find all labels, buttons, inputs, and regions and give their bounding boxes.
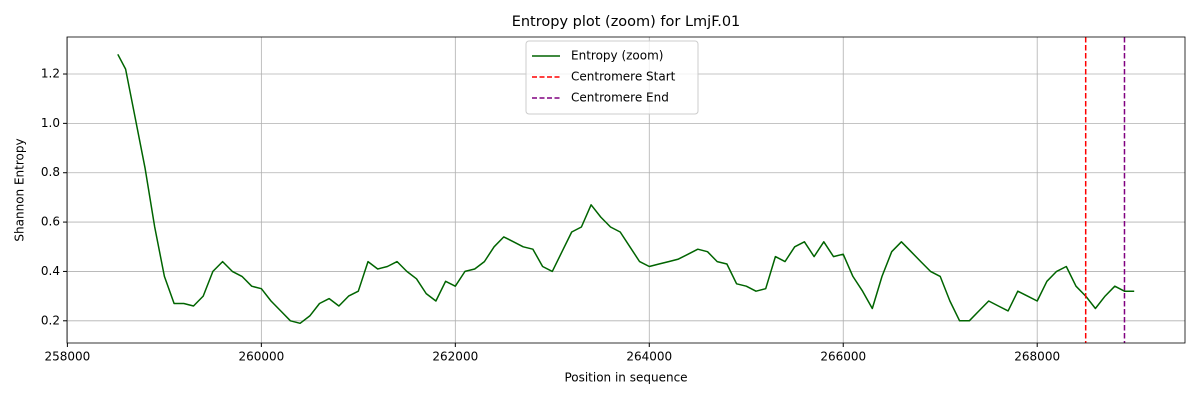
x-tick-label: 258000	[44, 350, 90, 364]
legend: Entropy (zoom) Centromere Start Centromere…	[525, 40, 699, 115]
x-tick-label: 268000	[1014, 350, 1060, 364]
y-tick-label: 1.0	[41, 116, 60, 130]
legend-label: Centromere Start	[571, 70, 676, 84]
y-tick-label: 0.8	[41, 165, 60, 179]
x-tick-label: 264000	[626, 350, 672, 364]
y-tick-label: 0.2	[41, 313, 60, 327]
x-tick-label: 262000	[432, 350, 478, 364]
y-tick-label: 1.2	[41, 67, 60, 81]
y-tick-label: 0.4	[41, 264, 60, 278]
chart-title: Entropy plot (zoom) for LmjF.01	[512, 14, 741, 30]
y-axis-label: Shannon Entropy	[13, 138, 27, 241]
x-tick-label: 266000	[820, 350, 866, 364]
x-axis-label: Position in sequence	[564, 371, 687, 385]
y-tick-label: 0.6	[41, 215, 60, 229]
plot-frame	[66, 36, 1186, 344]
x-tick-label: 260000	[238, 350, 284, 364]
line-series	[117, 53, 1135, 325]
legend-label: Centromere End	[571, 91, 669, 105]
legend-box	[525, 40, 699, 115]
legend-label: Entropy (zoom)	[571, 49, 663, 63]
